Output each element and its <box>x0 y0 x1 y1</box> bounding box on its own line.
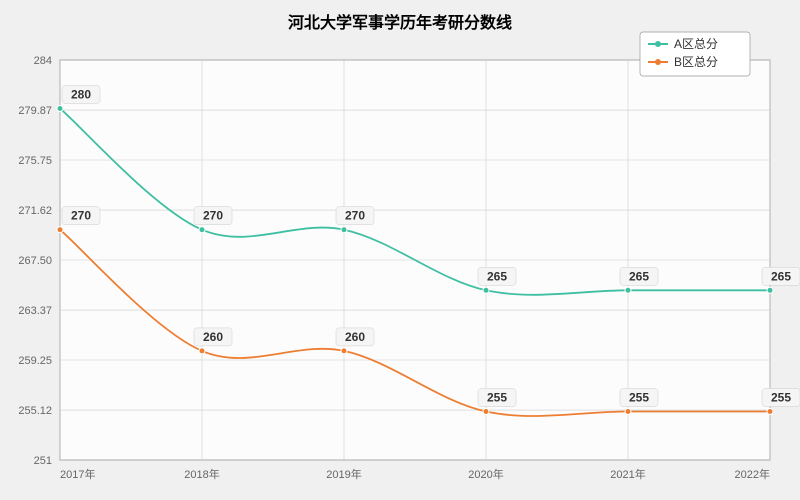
data-label: 260 <box>203 330 223 344</box>
legend-label[interactable]: B区总分 <box>674 55 718 69</box>
y-tick-label: 275.75 <box>18 155 52 167</box>
data-point[interactable] <box>625 287 631 293</box>
y-tick-label: 279.87 <box>18 105 52 117</box>
y-tick-label: 271.62 <box>18 205 52 217</box>
data-point[interactable] <box>57 105 63 111</box>
data-label: 265 <box>771 269 791 283</box>
data-point[interactable] <box>199 227 205 233</box>
x-tick-label: 2022年 <box>735 467 770 481</box>
data-label: 255 <box>487 391 507 405</box>
data-label: 280 <box>71 87 91 101</box>
y-tick-label: 251 <box>34 455 52 467</box>
data-point[interactable] <box>767 409 773 415</box>
data-label: 265 <box>629 269 649 283</box>
data-label: 260 <box>345 330 365 344</box>
line-chart: 251 255.12 259.25 263.37 267.50 271.62 275.75 2… <box>0 0 800 500</box>
legend-marker <box>655 59 661 65</box>
chart-title: 河北大学军事学历年考研分数线 <box>288 13 512 32</box>
data-point[interactable] <box>341 348 347 354</box>
x-tick-label: 2017年 <box>60 467 95 481</box>
y-tick-label: 255.12 <box>18 405 52 417</box>
data-label: 270 <box>345 209 365 223</box>
data-point[interactable] <box>341 227 347 233</box>
y-tick-label: 259.25 <box>18 355 52 367</box>
y-tick-label: 267.50 <box>18 255 52 267</box>
data-label: 270 <box>71 209 91 223</box>
data-point[interactable] <box>199 348 205 354</box>
data-label: 255 <box>629 391 649 405</box>
legend-marker <box>655 41 661 47</box>
x-tick-label: 2021年 <box>610 467 645 481</box>
data-point[interactable] <box>483 409 489 415</box>
x-tick-label: 2018年 <box>184 467 219 481</box>
data-label: 265 <box>487 269 507 283</box>
data-label: 270 <box>203 209 223 223</box>
y-tick-label: 284 <box>34 55 52 67</box>
data-point[interactable] <box>483 287 489 293</box>
data-point[interactable] <box>625 409 631 415</box>
x-tick-label: 2020年 <box>468 467 503 481</box>
chart-container: 251 255.12 259.25 263.37 267.50 271.62 275.75 2… <box>0 0 800 500</box>
data-label: 255 <box>771 391 791 405</box>
data-point[interactable] <box>57 227 63 233</box>
data-point[interactable] <box>767 287 773 293</box>
y-tick-label: 263.37 <box>18 305 52 317</box>
x-tick-label: 2019年 <box>326 467 361 481</box>
legend-label[interactable]: A区总分 <box>674 37 718 51</box>
